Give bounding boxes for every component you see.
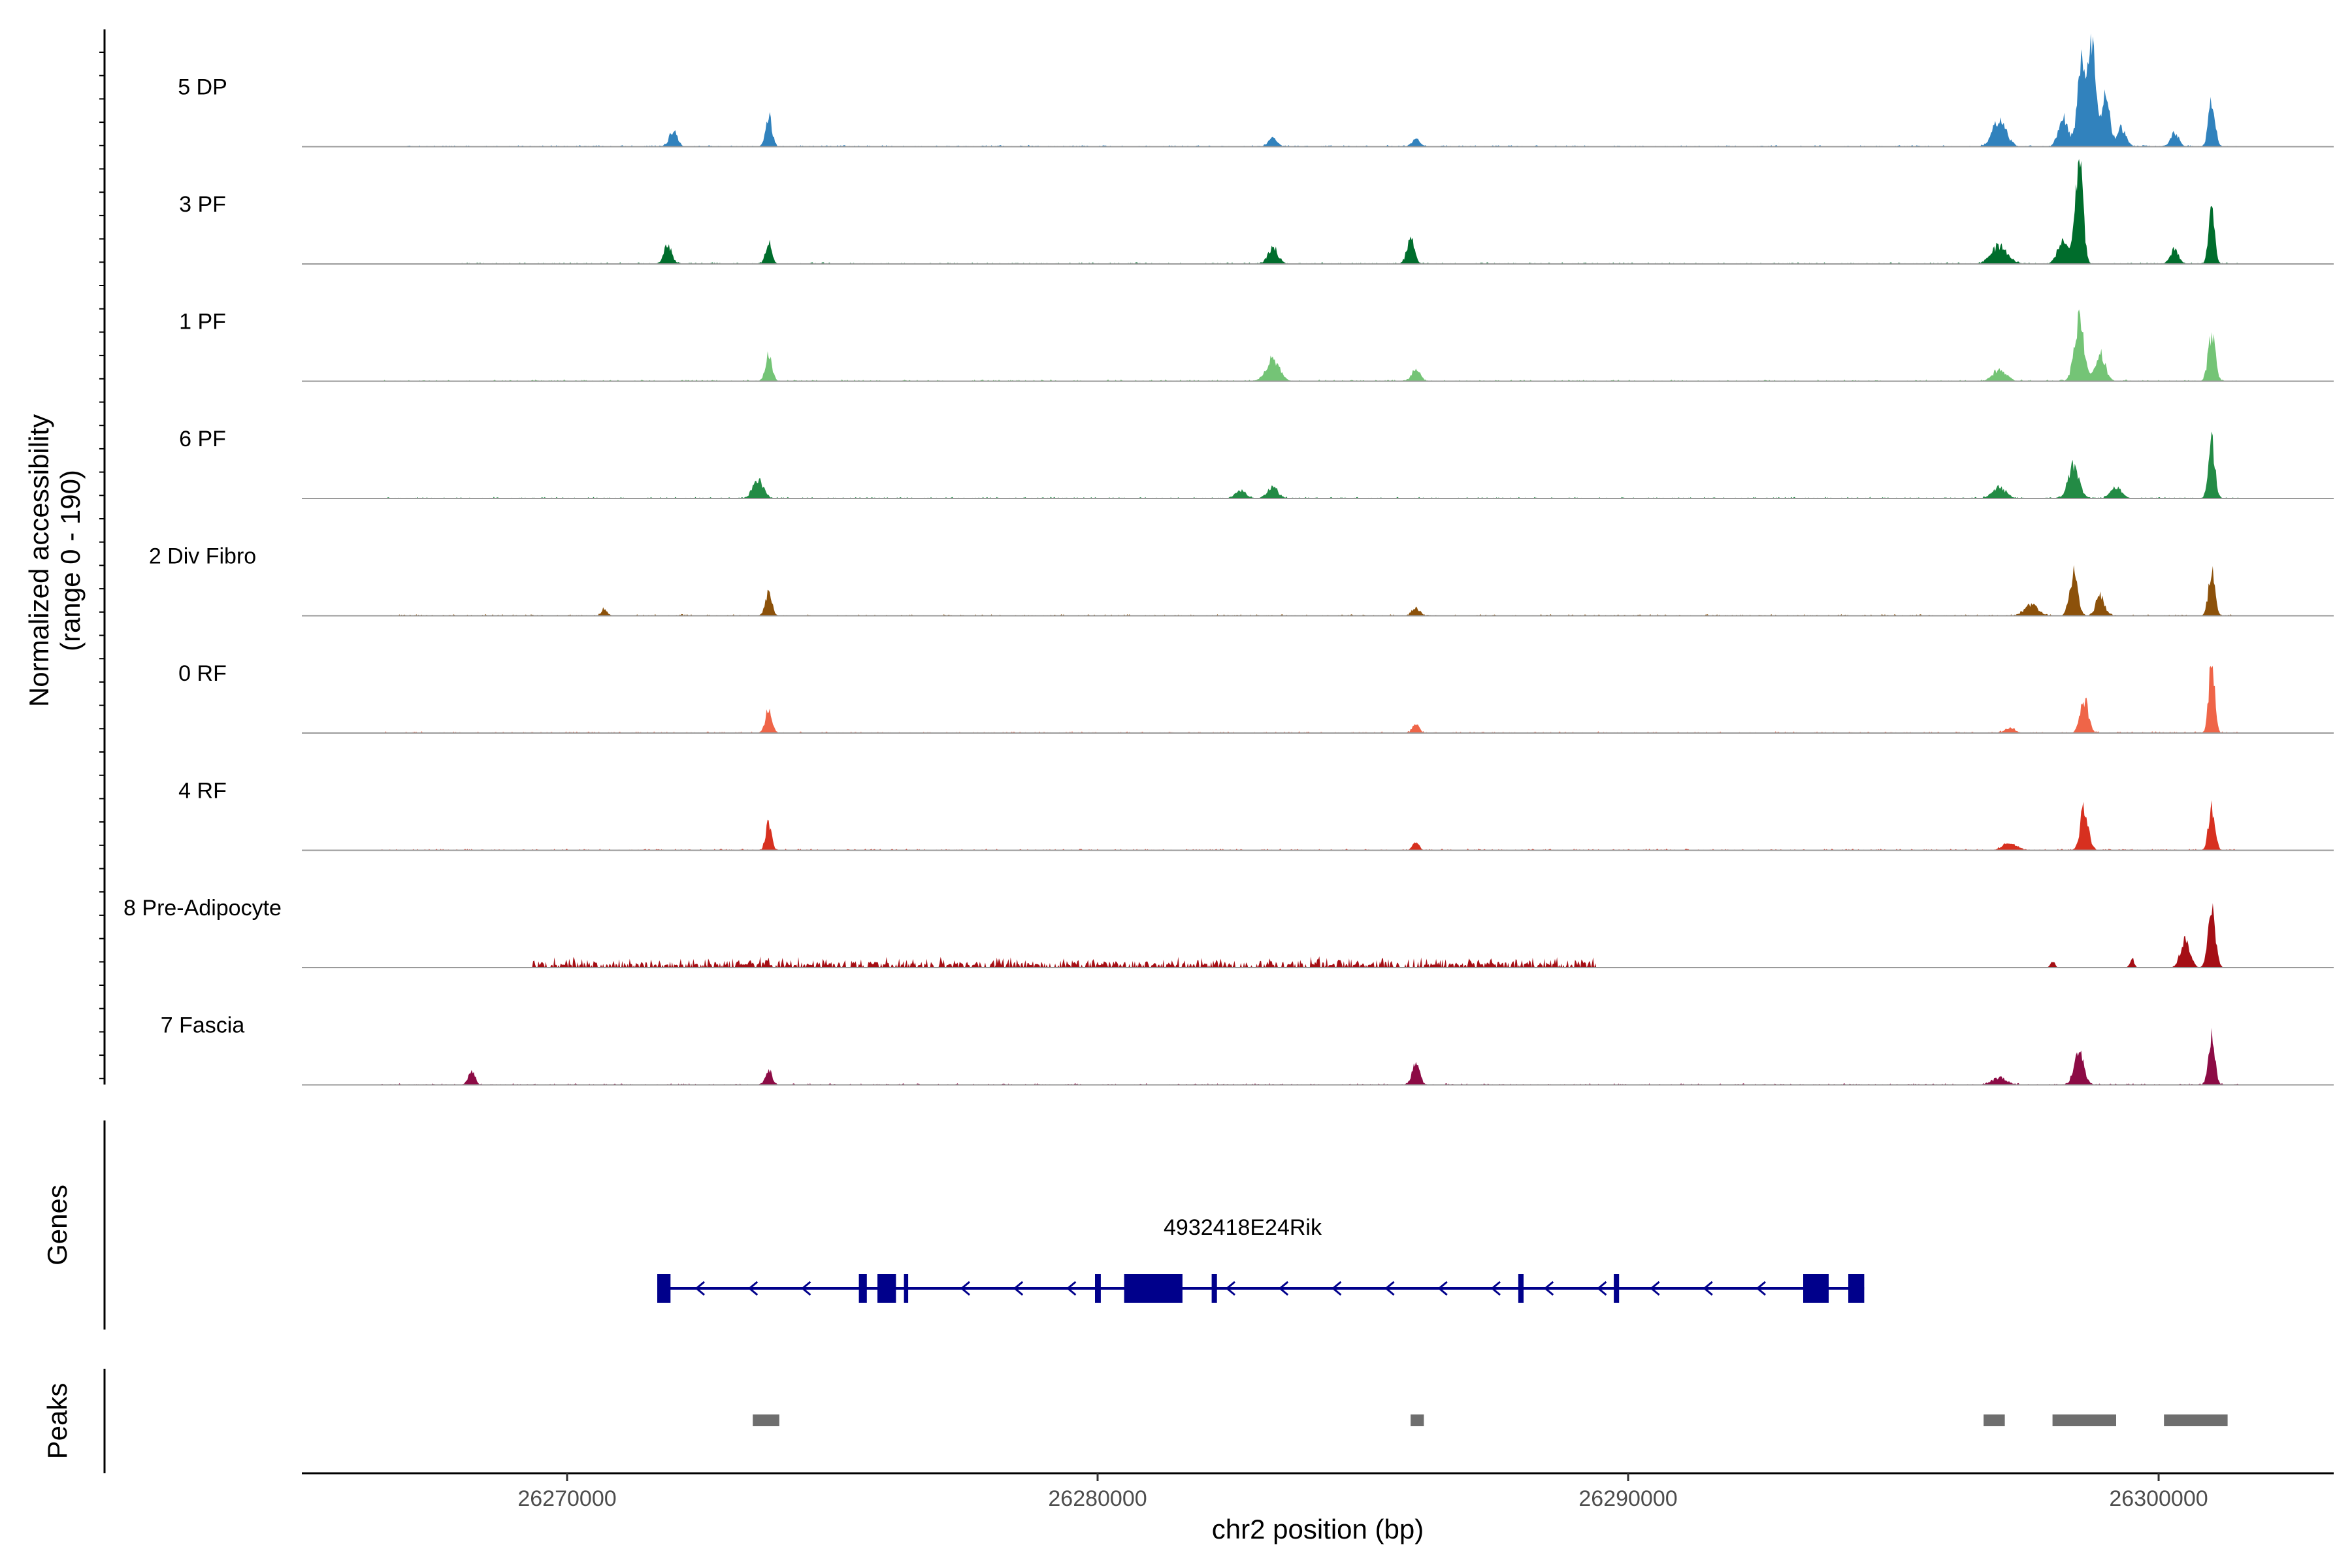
gene-exon <box>1124 1274 1183 1303</box>
track-4-rf <box>302 800 2334 851</box>
strand-arrow-icon <box>1066 1281 1077 1296</box>
x-tick-label: 26290000 <box>1578 1486 1677 1511</box>
x-axis-title: chr2 position (bp) <box>1212 1514 1424 1544</box>
track-label: 4 RF <box>178 779 227 804</box>
track-label: 3 PF <box>179 192 226 217</box>
track-5-dp <box>302 33 2334 148</box>
strand-arrow-icon <box>1278 1281 1289 1296</box>
track-signal-area <box>381 1028 2238 1085</box>
strand-arrow-icon <box>694 1281 705 1296</box>
x-tick-label: 26300000 <box>2109 1486 2208 1511</box>
gene-exon <box>858 1274 867 1303</box>
strand-arrow-icon <box>1597 1281 1607 1296</box>
track-signal-area <box>402 33 2238 147</box>
strand-arrow-icon <box>801 1281 811 1296</box>
coverage-tracks <box>302 33 2334 1086</box>
peaks-panel-title: Peaks <box>42 1383 73 1460</box>
strand-arrow-icon <box>960 1281 970 1296</box>
x-tick-label: 26280000 <box>1048 1486 1147 1511</box>
strand-arrow-icon <box>1437 1281 1448 1296</box>
track-0-rf <box>302 666 2334 734</box>
strand-arrow-icon <box>1756 1281 1766 1296</box>
genes-panel-title: Genes <box>42 1184 73 1266</box>
peak-regions <box>753 1414 2228 1426</box>
peak-region-bar <box>1411 1414 1424 1426</box>
track-label: 1 PF <box>179 310 226 335</box>
strand-arrow-icon <box>1543 1281 1554 1296</box>
track-8-pre-adipocyte <box>302 903 2334 968</box>
peak-region-bar <box>753 1414 779 1426</box>
track-label: 2 Div Fibro <box>149 544 256 569</box>
track-signal-area <box>381 800 2238 851</box>
track-labels: 5 DP 3 PF 1 PF 6 PF 2 Div Fibro 0 RF 4 RF 8 Pre… <box>123 75 282 1038</box>
track-6-pf <box>302 431 2334 499</box>
strand-arrow-icon <box>1331 1281 1342 1296</box>
track-signal-area <box>381 309 2238 382</box>
gene-exon <box>1518 1274 1524 1303</box>
x-tick-label: 26270000 <box>517 1486 616 1511</box>
coverage-y-ticks <box>99 52 105 1079</box>
gene-exon <box>877 1274 896 1303</box>
strand-arrow-icon <box>1703 1281 1713 1296</box>
strand-arrow-icon <box>1384 1281 1395 1296</box>
track-label: 7 Fascia <box>161 1013 245 1038</box>
gene-exon <box>1803 1274 1829 1303</box>
strand-arrow-icon <box>747 1281 759 1296</box>
track-signal-area <box>461 903 2228 968</box>
track-label: 5 DP <box>178 75 227 100</box>
track-signal-area <box>381 666 2238 733</box>
track-7-fascia <box>302 1028 2334 1086</box>
strand-arrow-icon <box>1225 1281 1235 1296</box>
gene-exon <box>1095 1274 1101 1303</box>
track-label: 6 PF <box>179 427 226 451</box>
strand-arrow-icon <box>1013 1281 1024 1296</box>
gene-name-label: 4932418E24Rik <box>1164 1215 1322 1240</box>
strand-arrow-icon <box>1490 1281 1501 1296</box>
track-1-pf <box>302 309 2334 382</box>
track-label: 0 RF <box>178 661 227 686</box>
y-axis-title-line2: (range 0 - 190) <box>55 470 86 651</box>
track-signal-area <box>461 159 2238 264</box>
gene-exon <box>1211 1274 1217 1303</box>
track-signal-area <box>381 431 2238 498</box>
track-signal-area <box>381 564 2238 616</box>
y-axis-title-line1: Normalized accessibility <box>24 414 54 707</box>
strand-arrow-icon <box>1650 1281 1660 1296</box>
x-axis-ticks: 26270000 26280000 26290000 26300000 <box>517 1473 2208 1511</box>
gene-exon <box>657 1274 671 1303</box>
track-2-div-fibro <box>302 564 2334 617</box>
peak-region-bar <box>2052 1414 2116 1426</box>
gene-exon <box>904 1274 909 1303</box>
peak-region-bar <box>2164 1414 2228 1426</box>
track-label: 8 Pre-Adipocyte <box>123 896 282 921</box>
gene-model <box>657 1274 1865 1303</box>
gene-exon <box>1848 1274 1865 1303</box>
peak-region-bar <box>1984 1414 2005 1426</box>
gene-exon <box>1614 1274 1620 1303</box>
track-3-pf <box>302 159 2334 265</box>
